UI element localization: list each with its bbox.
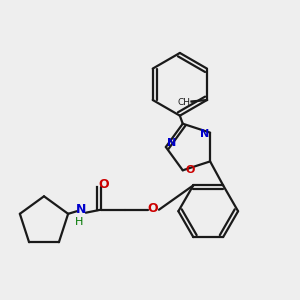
Text: CH₃: CH₃ <box>178 98 194 107</box>
Text: H: H <box>75 217 83 227</box>
Text: N: N <box>76 203 86 216</box>
Text: N: N <box>200 129 209 139</box>
Text: O: O <box>185 165 195 175</box>
Text: N: N <box>167 137 176 148</box>
Text: O: O <box>98 178 109 191</box>
Text: O: O <box>148 202 158 215</box>
